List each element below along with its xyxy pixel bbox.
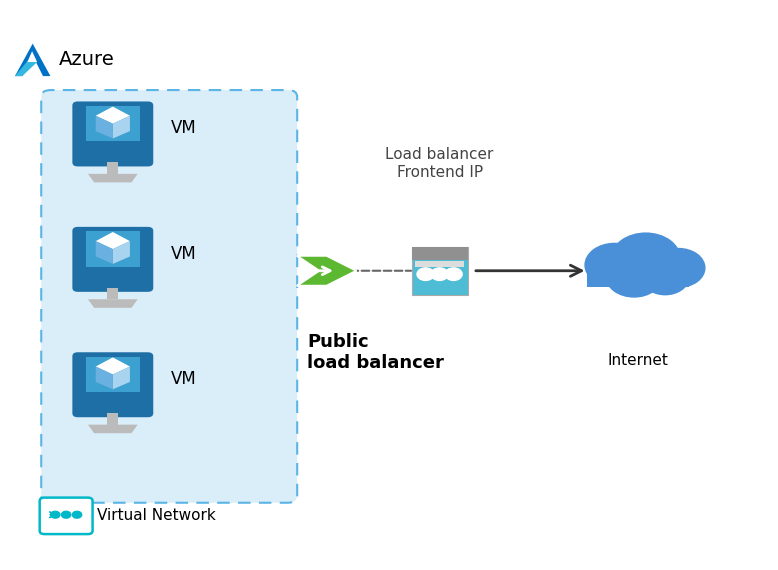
Circle shape — [612, 233, 680, 283]
Text: VM: VM — [171, 245, 197, 263]
FancyBboxPatch shape — [72, 352, 153, 417]
Circle shape — [652, 249, 705, 287]
Text: Azure: Azure — [59, 50, 115, 70]
Circle shape — [61, 511, 71, 518]
Circle shape — [431, 268, 448, 280]
Polygon shape — [88, 425, 138, 433]
Polygon shape — [113, 241, 130, 264]
Polygon shape — [96, 357, 130, 374]
Polygon shape — [96, 116, 113, 139]
FancyBboxPatch shape — [86, 231, 140, 267]
FancyBboxPatch shape — [86, 357, 140, 392]
Polygon shape — [96, 367, 113, 389]
Circle shape — [585, 243, 644, 287]
Text: Public
load balancer: Public load balancer — [307, 333, 444, 372]
Polygon shape — [113, 116, 130, 139]
FancyBboxPatch shape — [412, 246, 468, 295]
Polygon shape — [113, 367, 130, 389]
Polygon shape — [27, 51, 37, 62]
Polygon shape — [107, 162, 118, 174]
FancyBboxPatch shape — [587, 270, 689, 287]
Text: VM: VM — [171, 119, 197, 137]
Polygon shape — [107, 288, 118, 299]
FancyBboxPatch shape — [72, 227, 153, 292]
FancyBboxPatch shape — [72, 101, 153, 166]
Polygon shape — [88, 174, 138, 182]
Polygon shape — [96, 241, 113, 264]
FancyBboxPatch shape — [415, 261, 464, 267]
Polygon shape — [96, 107, 130, 124]
Circle shape — [417, 268, 434, 280]
Polygon shape — [107, 413, 118, 425]
Polygon shape — [96, 232, 130, 249]
Text: Internet: Internet — [608, 353, 668, 368]
FancyBboxPatch shape — [86, 106, 140, 141]
FancyBboxPatch shape — [40, 498, 93, 534]
FancyBboxPatch shape — [41, 90, 297, 503]
Circle shape — [72, 511, 82, 518]
Polygon shape — [15, 44, 51, 76]
Circle shape — [642, 260, 689, 295]
Circle shape — [606, 256, 662, 297]
Polygon shape — [15, 56, 37, 76]
Text: Load balancer
Frontend IP: Load balancer Frontend IP — [385, 147, 494, 180]
Text: Virtual Network: Virtual Network — [97, 508, 216, 523]
Polygon shape — [88, 299, 138, 308]
Text: VM: VM — [171, 370, 197, 388]
Circle shape — [445, 268, 462, 280]
Circle shape — [51, 511, 60, 518]
Polygon shape — [296, 256, 356, 286]
FancyBboxPatch shape — [412, 246, 468, 260]
